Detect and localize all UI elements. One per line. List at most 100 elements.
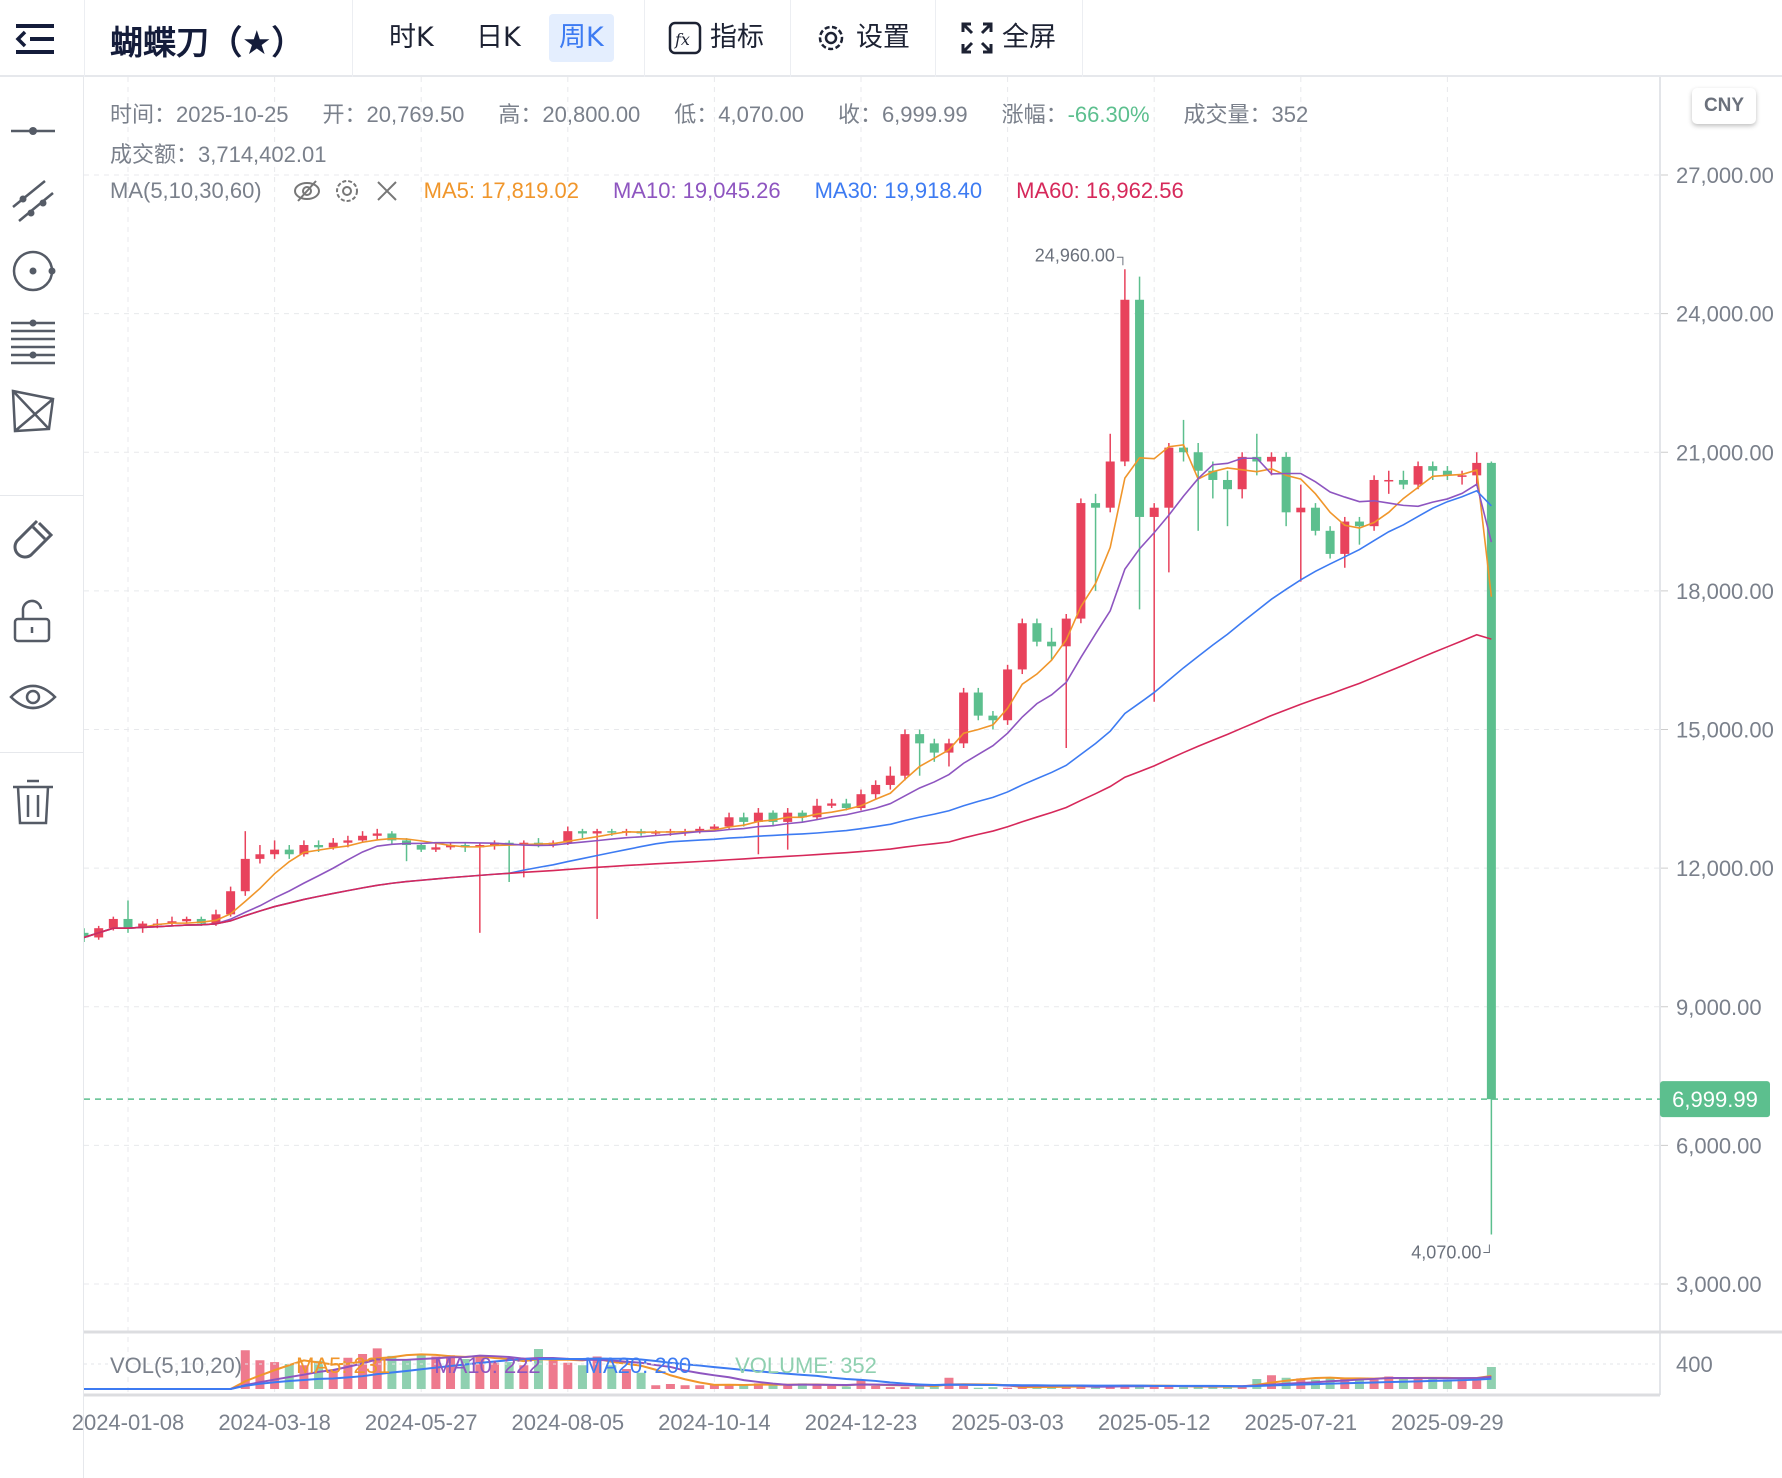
divider	[1082, 0, 1083, 77]
candle-body	[255, 854, 265, 859]
candle-body	[211, 914, 221, 924]
indicator-settings-icon[interactable]	[332, 176, 362, 206]
info-open: 开：20,769.50	[322, 102, 465, 127]
x-tick-label: 2025-05-12	[1098, 1410, 1211, 1435]
candle-body	[841, 803, 851, 809]
hide-indicator-icon[interactable]	[292, 176, 322, 206]
candle-body	[651, 832, 661, 834]
x-tick-label: 2024-03-18	[218, 1410, 331, 1435]
candle-body	[900, 734, 910, 776]
volume-bar	[651, 1385, 661, 1389]
volume-bar	[900, 1387, 910, 1389]
volume-bar	[446, 1355, 456, 1389]
volume-bar	[665, 1384, 675, 1389]
volume-bar	[1486, 1367, 1496, 1389]
ma10-line	[84, 457, 1493, 939]
tab-week-k[interactable]: 周K	[549, 14, 614, 62]
volume-bar	[1164, 1386, 1174, 1389]
volume-bar	[577, 1365, 587, 1389]
horizontal-line-icon[interactable]	[9, 107, 57, 155]
volume-bar	[739, 1385, 749, 1389]
volume-bar	[328, 1370, 338, 1389]
candle-body	[1413, 466, 1423, 485]
divider	[84, 0, 85, 77]
volume-bar	[475, 1356, 485, 1389]
circle-icon[interactable]	[9, 247, 57, 295]
candle-body	[988, 715, 998, 721]
candle-body	[1237, 456, 1247, 490]
volume-bar	[1472, 1377, 1482, 1389]
volume-bar	[1208, 1387, 1218, 1389]
indicators-button[interactable]: fx 指标	[668, 14, 764, 62]
volume-bar	[416, 1354, 426, 1389]
volume-bar	[1179, 1387, 1189, 1389]
ma60-line	[84, 633, 1492, 939]
ma-legend: MA(5,10,30,60) MA5: 17,819.02 MA10: 19,0…	[110, 176, 1184, 206]
candle-body	[1164, 447, 1174, 508]
candle-body	[1179, 447, 1189, 453]
ma30-line	[84, 489, 1492, 939]
candle-body	[812, 805, 822, 818]
page-title: 蝴蝶刀（★）	[110, 23, 305, 62]
volume-bar	[973, 1387, 983, 1389]
volume-bar	[695, 1385, 705, 1389]
info-change: 涨幅：-66.30%	[1002, 102, 1150, 127]
candle-body	[959, 692, 969, 744]
candle-body	[768, 812, 778, 822]
volume-bar	[915, 1386, 925, 1389]
volume-bar	[621, 1369, 631, 1389]
fullscreen-button[interactable]: 全屏	[960, 14, 1056, 62]
low-marker-label: 4,070.00	[1411, 1243, 1481, 1263]
volume-bar	[1398, 1378, 1408, 1389]
high-marker-label: 24,960.00	[1035, 245, 1115, 265]
volume-bar	[1442, 1379, 1452, 1389]
candle-body	[138, 923, 148, 929]
x-tick-label: 2025-07-21	[1245, 1410, 1358, 1435]
polygon-icon[interactable]	[9, 387, 57, 435]
volume-bar	[680, 1385, 690, 1389]
divider	[644, 0, 645, 77]
currency-button[interactable]: CNY	[1692, 88, 1756, 124]
volume-bar	[490, 1362, 499, 1389]
candle-body	[695, 828, 705, 832]
candle-body	[1135, 299, 1145, 517]
info-high: 高：20,800.00	[498, 102, 641, 127]
magnet-icon[interactable]	[9, 517, 57, 565]
volume-bar	[783, 1385, 793, 1389]
volume-bar	[607, 1365, 617, 1389]
volume-bar	[343, 1357, 353, 1389]
candle-body	[299, 845, 309, 855]
volume-bar	[431, 1356, 441, 1389]
tab-day-k[interactable]: 日K	[476, 22, 521, 53]
tab-hour-k[interactable]: 时K	[389, 22, 434, 53]
candle-body	[1061, 618, 1071, 647]
volume-bar	[636, 1372, 646, 1389]
ma30-value: MA30: 19,918.40	[814, 178, 983, 203]
trend-line-icon[interactable]	[9, 177, 57, 225]
volume-bar	[240, 1350, 250, 1389]
y-tick-label: 21,000.00	[1676, 440, 1774, 465]
trash-icon[interactable]	[9, 777, 57, 825]
volume-bar	[504, 1362, 514, 1389]
unlock-icon[interactable]	[9, 597, 57, 645]
candle-body	[944, 743, 954, 753]
settings-button[interactable]: 设置	[814, 14, 910, 62]
ma5-value: MA5: 17,819.02	[423, 178, 579, 203]
candle-body	[314, 845, 324, 848]
volume-bar	[1369, 1379, 1379, 1389]
turnover-info: 成交额：3,714,402.01	[110, 142, 327, 167]
info-close: 收：6,999.99	[837, 102, 968, 127]
vol-ma5-value: MA5: 231	[296, 1353, 391, 1378]
settings-label: 设置	[856, 22, 910, 53]
remove-indicator-icon[interactable]	[372, 176, 402, 206]
collapse-menu-icon[interactable]	[10, 14, 60, 64]
fullscreen-icon	[961, 22, 993, 54]
candle-body	[1266, 456, 1276, 462]
parallel-lines-icon[interactable]	[9, 317, 57, 365]
candle-body	[84, 932, 89, 938]
divider	[0, 495, 84, 496]
ma-legend-label: MA(5,10,30,60)	[110, 178, 262, 203]
volume-bar	[299, 1365, 309, 1389]
eye-icon[interactable]	[9, 673, 57, 721]
